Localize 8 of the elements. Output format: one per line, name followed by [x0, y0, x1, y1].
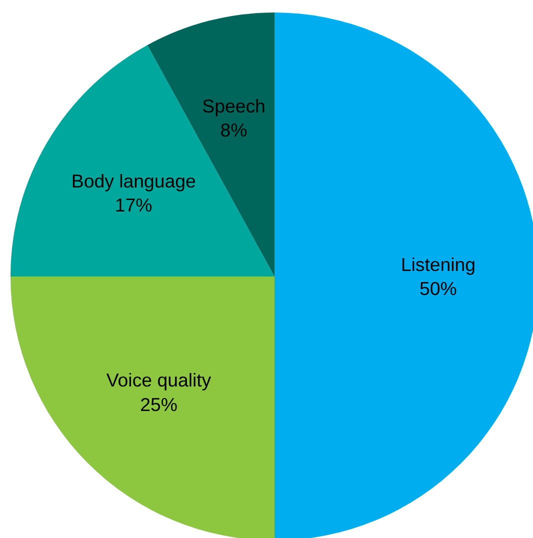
- data-label: 25%: [140, 394, 178, 415]
- slice-label: Speech: [202, 95, 266, 116]
- slice-label: Body language: [71, 170, 196, 192]
- data-label: 17%: [114, 194, 152, 216]
- data-label: 8%: [220, 120, 248, 141]
- slice-label: Voice quality: [106, 370, 212, 391]
- data-label: 50%: [420, 278, 457, 300]
- slice-label: Listening: [400, 254, 476, 275]
